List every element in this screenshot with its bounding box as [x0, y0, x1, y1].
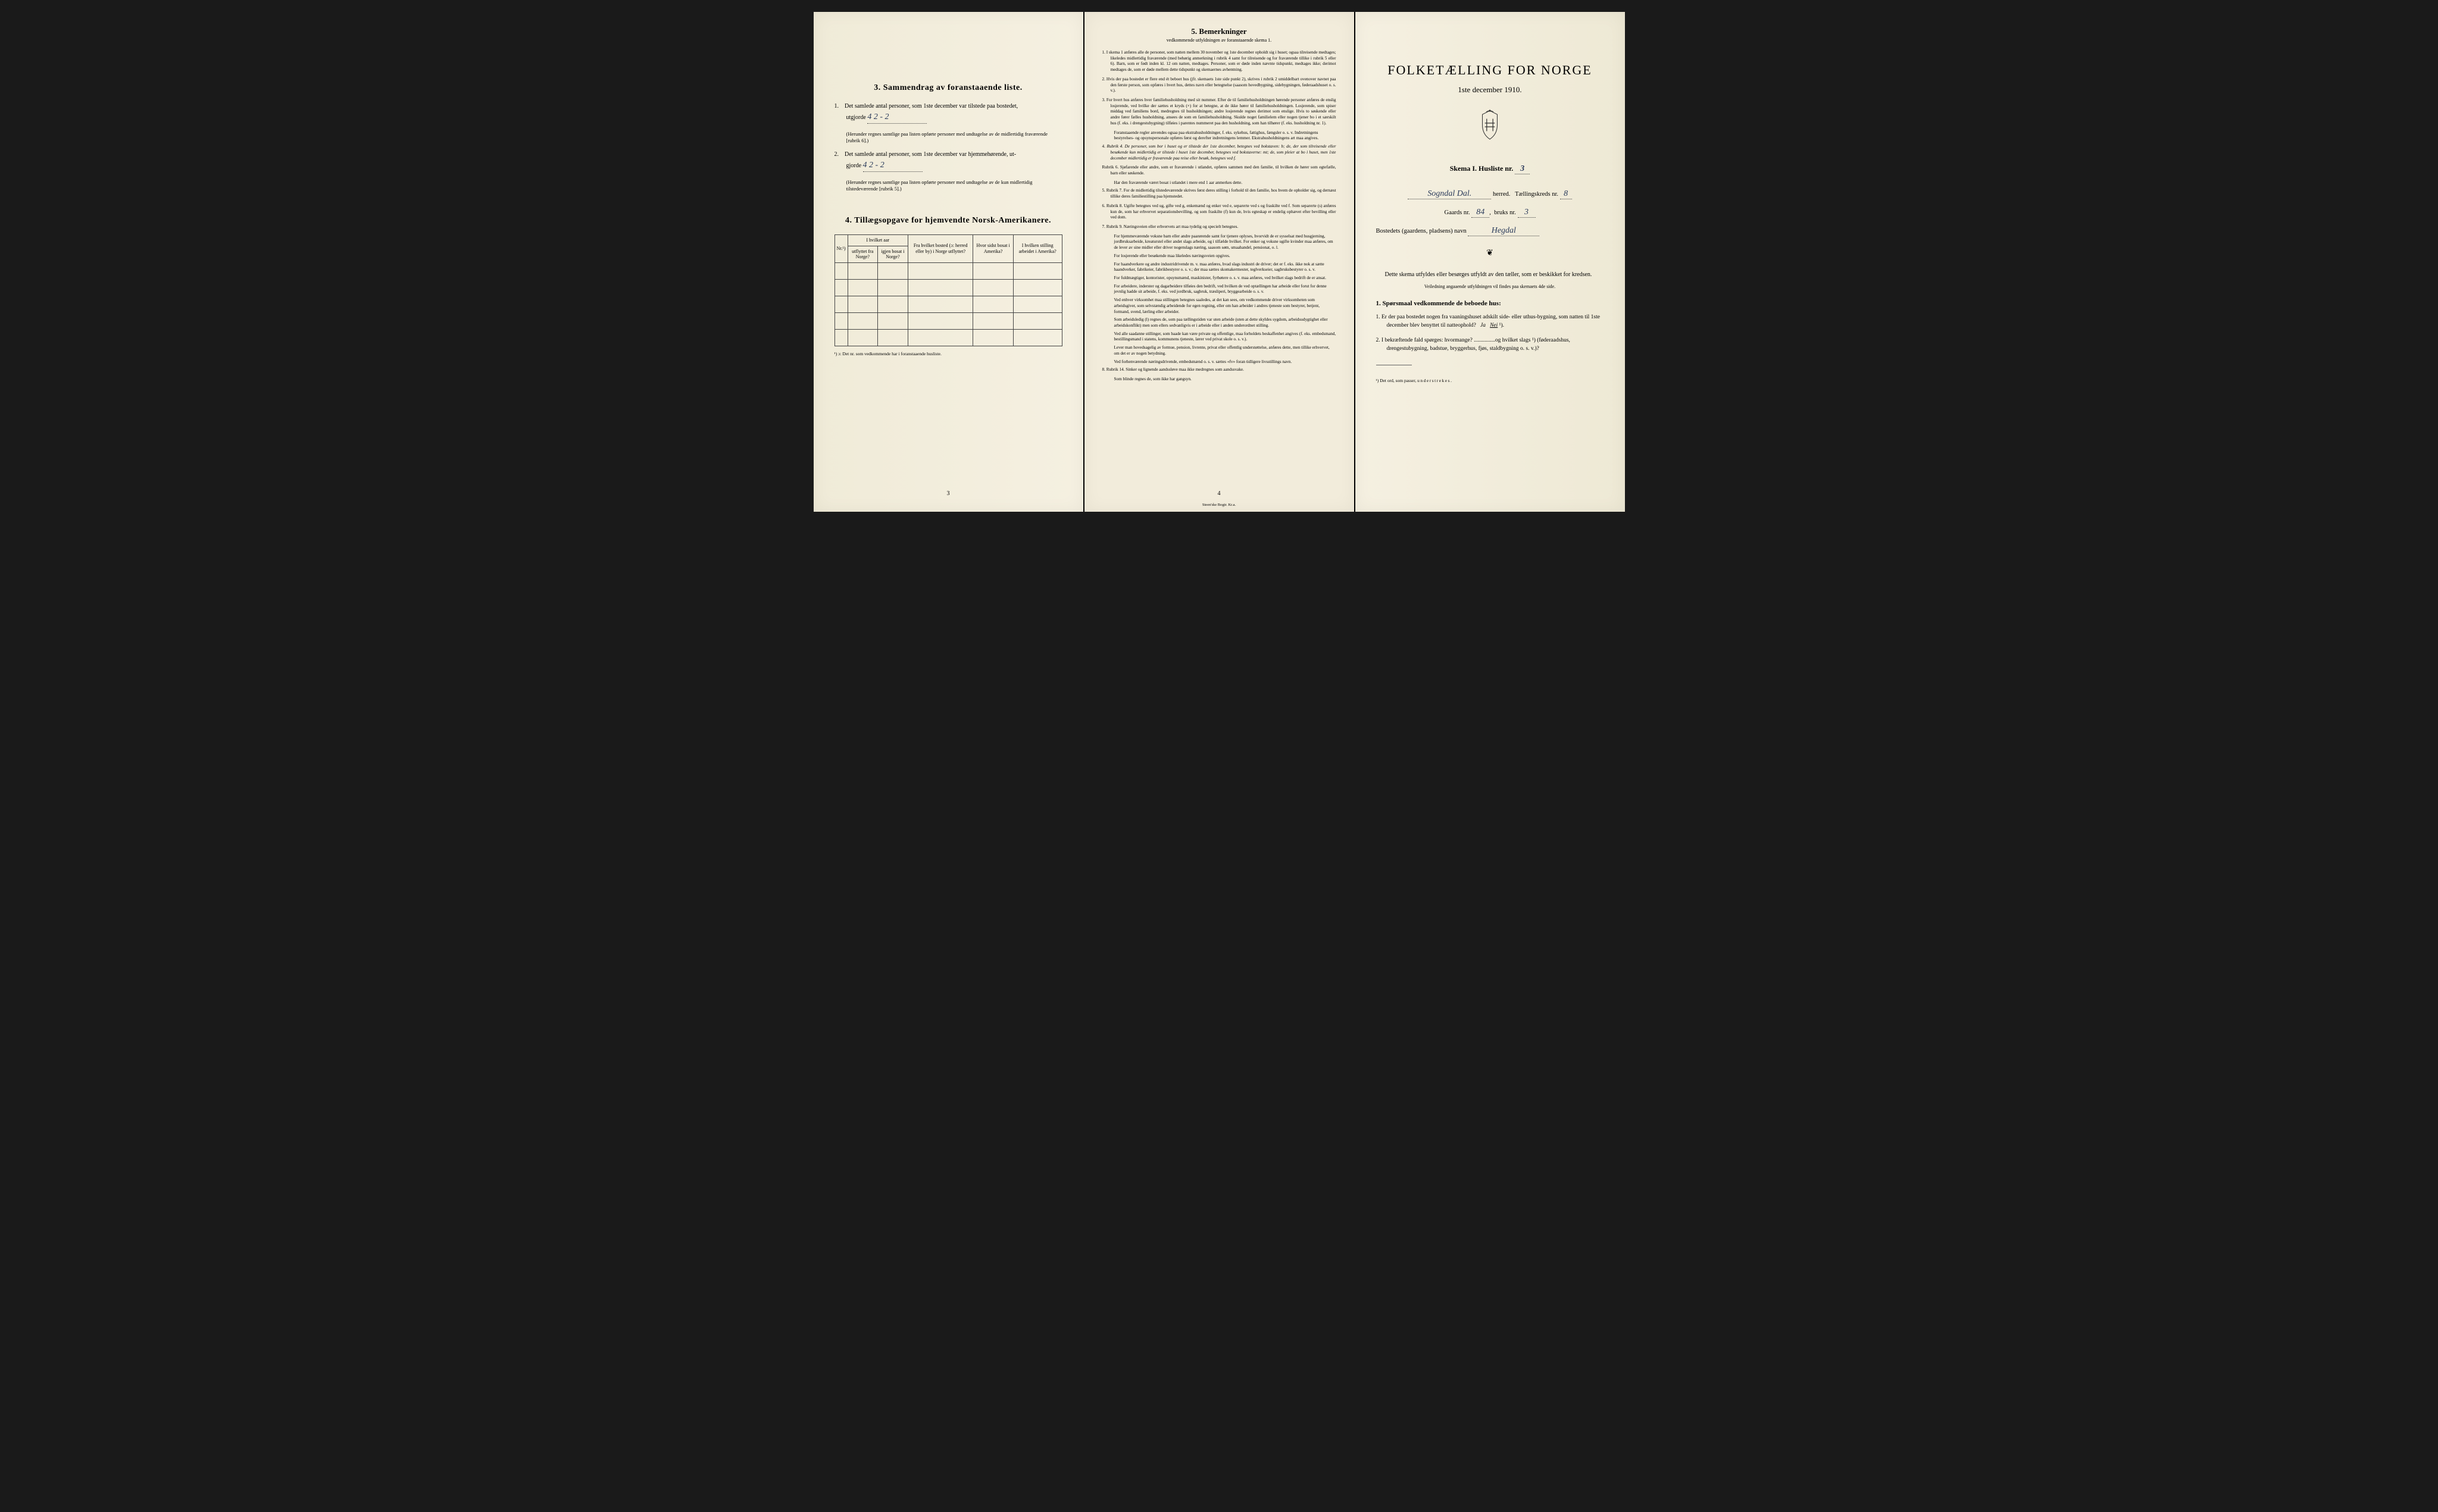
bosted-value: Hegdal	[1468, 226, 1539, 236]
remarks-title: 5. Bemerkninger	[1102, 27, 1336, 36]
remark-6-sub: Har den fraværende været bosat i utlande…	[1102, 180, 1336, 186]
table-row	[834, 262, 1062, 279]
herred-value: Sogndal Dal.	[1408, 189, 1491, 199]
gaards-line: Gaards nr. 84, bruks nr. 3	[1376, 208, 1604, 218]
remark-3: 3. For hvert hus anføres hver familiehus…	[1102, 98, 1336, 127]
item1-value: 4 2 - 2	[867, 111, 927, 124]
remark-7-sub-6: Som arbeidsledig (l) regnes de, som paa …	[1102, 317, 1336, 328]
item2-num: 2.	[834, 150, 843, 159]
remark-4: 4. Rubrik 4. De personer, som bor i huse…	[1102, 144, 1336, 161]
instruction-sub: Veiledning angaaende utfyldningen vil fi…	[1376, 284, 1604, 289]
kreds-value: 8	[1560, 189, 1572, 199]
th-utflyttet: utflyttet fra Norge?	[848, 246, 877, 262]
page-middle: 5. Bemerkninger vedkommende utfyldningen…	[1084, 12, 1354, 512]
skema-line: Skema I. Husliste nr. 3	[1376, 164, 1604, 174]
herred-line: Sogndal Dal. herred. Tællingskreds nr. 8	[1376, 189, 1604, 199]
item2-value: 4 2 - 2	[863, 159, 923, 172]
bruks-value: 3	[1518, 208, 1536, 218]
page-right: FOLKETÆLLING FOR NORGE 1ste december 191…	[1355, 12, 1625, 512]
gaards-label: Gaards nr.	[1444, 209, 1470, 216]
remark-7-sub-0: For hjemmeværende voksne barn eller andr…	[1102, 234, 1336, 251]
remark-6b: 6. Rubrik 8. Ugifte betegnes ved ug, gif…	[1102, 204, 1336, 221]
th-bosted: Fra hvilket bosted (ɔ: herred eller by) …	[908, 235, 973, 263]
skema-label: Skema I. Husliste nr.	[1450, 164, 1514, 173]
remarks-subtitle: vedkommende utfyldningen av foranstaaend…	[1102, 37, 1336, 43]
remark-7-sub-3: For fuldmægtiger, kontorister, opsynsmæn…	[1102, 276, 1336, 281]
item1-note: (Herunder regnes samtlige paa listen opf…	[846, 131, 1062, 144]
remark-7-sub-2: For haandverkere og andre industridriven…	[1102, 262, 1336, 273]
bosted-label: Bostedets (gaardens, pladsens) navn	[1376, 228, 1467, 234]
bosted-line: Bostedets (gaardens, pladsens) navn Hegd…	[1376, 226, 1604, 236]
item2-text: Det samlede antal personer, som 1ste dec…	[845, 151, 1016, 158]
remark-7-sub-4: For arbeidere, inderster og dagarbeidere…	[1102, 284, 1336, 295]
gaards-value: 84	[1471, 208, 1489, 218]
remark-7-sub-7: Ved alle saadanne stillinger, som baade …	[1102, 331, 1336, 343]
remark-3-sub: Foranstaaende regler anvendes ogsaa paa …	[1102, 130, 1336, 142]
table-row	[834, 296, 1062, 312]
item2-note: (Herunder regnes samtlige paa listen opf…	[846, 179, 1062, 192]
section4-title: 4. Tillægsopgave for hjemvendte Norsk-Am…	[834, 216, 1062, 226]
item-1: 1. Det samlede antal personer, som 1ste …	[834, 102, 1062, 124]
footnote-right: ¹) Det ord, som passer, understrekes.	[1376, 374, 1604, 383]
page-number-4: 4	[1218, 490, 1221, 497]
skema-value: 3	[1515, 164, 1530, 174]
table-row	[834, 279, 1062, 296]
th-stilling: I hvilken stilling arbeidet i Amerika?	[1013, 235, 1062, 263]
table-footnote: ¹) ɔ: Det nr. som vedkommende har i fora…	[834, 351, 1062, 356]
norway-crest-icon	[1376, 109, 1604, 143]
th-amerika: Hvor sidst bosat i Amerika?	[973, 235, 1013, 263]
th-nr: Nr.¹)	[834, 235, 848, 263]
section1-title: 1. Spørsmaal vedkommende de beboede hus:	[1376, 300, 1604, 307]
remark-2: 2. Hvis der paa bostedet er flere end ét…	[1102, 77, 1336, 94]
printer-note: Steen'ske Bogtr. Kr.a.	[1202, 503, 1236, 507]
page-number-3: 3	[947, 490, 950, 497]
remark-7: 7. Rubrik 9. Næringsveien eller erhverve…	[1102, 224, 1336, 230]
table-row	[834, 329, 1062, 346]
item-2: 2. Det samlede antal personer, som 1ste …	[834, 150, 1062, 172]
remark-5: 5. Rubrik 7. For de midlertidig tilstede…	[1102, 188, 1336, 199]
page-left: 3. Sammendrag av foranstaaende liste. 1.…	[814, 12, 1083, 512]
remark-1: 1. I skema 1 anføres alle de personer, s…	[1102, 50, 1336, 73]
herred-label: herred.	[1493, 191, 1510, 198]
remark-7-sub-1: For losjerende eller besøkende maa likel…	[1102, 253, 1336, 259]
ornament-icon: ❦	[1376, 248, 1604, 258]
remark-7-sub-5: Ved enhver virksomhet maa stillingen bet…	[1102, 298, 1336, 315]
document-container: 3. Sammendrag av foranstaaende liste. 1.…	[814, 12, 1625, 512]
question-1: 1. Er der paa bostedet nogen fra vaaning…	[1376, 313, 1604, 330]
amerikanere-table: Nr.¹) I hvilket aar Fra hvilket bosted (…	[834, 234, 1062, 346]
item1-text: Det samlede antal personer, som 1ste dec…	[845, 103, 1018, 109]
item2-label: gjorde	[846, 162, 862, 169]
kreds-label: Tællingskreds nr.	[1515, 191, 1558, 198]
th-aar: I hvilket aar	[848, 235, 908, 246]
remark-8: 8. Rubrik 14. Sinker og lignende aandssl…	[1102, 367, 1336, 373]
bruks-label: bruks nr.	[1494, 209, 1516, 216]
main-date: 1ste december 1910.	[1376, 85, 1604, 95]
section3-title: 3. Sammendrag av foranstaaende liste.	[834, 83, 1062, 93]
remark-7-sub-9: Ved forhenværende næringsdrivende, embed…	[1102, 359, 1336, 365]
remark-6: Rubrik 6. Sjøfarende eller andre, som er…	[1102, 165, 1336, 176]
main-title: FOLKETÆLLING FOR NORGE	[1376, 62, 1604, 78]
item1-label: utgjorde	[846, 114, 866, 121]
table-row	[834, 312, 1062, 329]
remark-7-sub-8: Lever man hovedsagelig av formue, pensio…	[1102, 345, 1336, 356]
th-bosat: igjen bosat i Norge?	[877, 246, 908, 262]
remark-8-sub: Som blinde regnes de, som ikke har gangs…	[1102, 377, 1336, 383]
item1-num: 1.	[834, 102, 843, 111]
question-2: 2. I bekræftende fald spørges: hvormange…	[1376, 336, 1604, 353]
instruction: Dette skema utfyldes eller besørges utfy…	[1376, 270, 1604, 279]
